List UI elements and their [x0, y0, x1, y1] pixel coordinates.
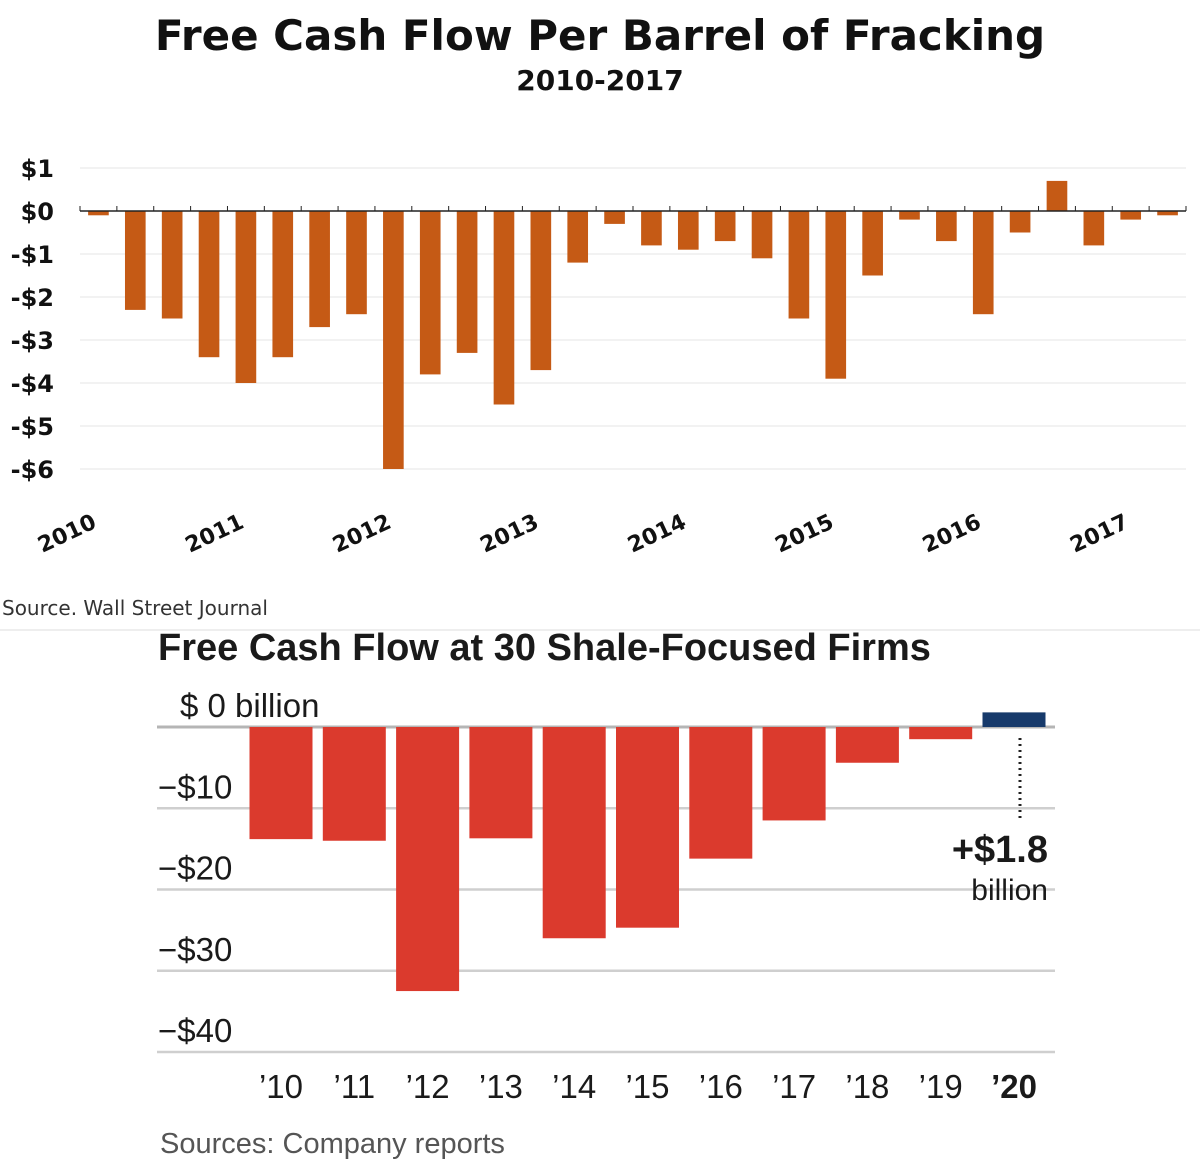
- chart2-title: Free Cash Flow at 30 Shale-Focused Firms: [158, 627, 931, 669]
- chart1-bar: [419, 211, 441, 375]
- chart1-bar: [714, 211, 736, 242]
- chart2-source: Sources: Company reports: [160, 1128, 505, 1160]
- chart2-bar: [689, 727, 753, 859]
- chart1-bar: [567, 211, 589, 263]
- chart1-bar: [899, 211, 920, 220]
- chart1-bar: [604, 211, 625, 224]
- chart2-bar: [249, 727, 313, 840]
- chart1-bar: [235, 211, 257, 383]
- chart1-bar: [456, 211, 478, 353]
- chart1-bar: [493, 211, 515, 405]
- chart1-y-tick-label: -$5: [11, 413, 54, 441]
- chart1-bar: [1009, 211, 1031, 233]
- chart1-bar: [862, 211, 883, 276]
- chart2-bar: [616, 727, 679, 928]
- chart2-annotation-unit: billion: [971, 874, 1048, 907]
- chart-shale-firms: Free Cash Flow at 30 Shale-Focused Firms…: [157, 627, 1055, 1160]
- chart1-bar: [677, 211, 699, 250]
- chart2-x-tick-label: ’14: [552, 1068, 596, 1105]
- chart2-x-tick-label: ’18: [845, 1068, 889, 1105]
- chart1-y-tick-label: -$6: [11, 456, 54, 484]
- chart1-y-ticks: $1 $0 -$1 -$2 -$3 -$4 -$5 -$6: [11, 155, 54, 484]
- chart1-x-tick-label: 2014: [624, 510, 690, 559]
- chart1-bar: [825, 211, 847, 379]
- chart1-bar: [751, 211, 773, 259]
- chart2-x-tick-label: ’16: [699, 1068, 743, 1105]
- chart1-subtitle: 2010-2017: [516, 64, 683, 97]
- chart1-bar: [788, 211, 810, 319]
- chart1-y-tick-label: $0: [21, 198, 54, 226]
- chart1-x-tick-label: 2011: [182, 510, 248, 559]
- chart1-bar: [641, 211, 662, 246]
- chart2-x-tick-label: ’19: [919, 1068, 963, 1105]
- chart1-bar: [309, 211, 330, 328]
- chart1-y-tick-label: -$2: [11, 284, 54, 312]
- chart1-x-tick-label: 2016: [919, 510, 985, 559]
- chart2-x-ticks: ’10 ’11 ’12 ’13 ’14 ’15 ’16 ’17 ’18 ’19 ’20: [259, 1068, 1037, 1105]
- chart2-y-tick-label: $ 0 billion: [180, 687, 319, 724]
- chart1-bar: [383, 211, 404, 469]
- chart1-bar: [530, 211, 552, 371]
- chart1-bar: [88, 211, 109, 216]
- chart2-bar: [322, 727, 386, 841]
- chart2-bar: [909, 727, 973, 740]
- chart1-bar: [936, 211, 957, 242]
- chart1-y-tick-label: -$4: [11, 370, 54, 398]
- chart1-bar: [124, 211, 146, 310]
- chart2-x-tick-label: ’10: [259, 1068, 303, 1105]
- chart1-bar: [161, 211, 183, 319]
- chart2-annotation-value: +$1.8: [952, 829, 1048, 871]
- chart2-bar: [396, 727, 460, 992]
- chart1-bar: [346, 211, 367, 315]
- chart1-bars: [88, 180, 1178, 469]
- chart2-x-tick-label: ’20: [991, 1068, 1037, 1105]
- chart2-y-tick-label: −$20: [158, 850, 232, 887]
- chart2-y-ticks: $ 0 billion −$10 −$20 −$30 −$40: [158, 687, 319, 1049]
- chart1-bar: [198, 211, 220, 358]
- chart1-gridlines: [80, 167, 1186, 470]
- chart2-bars: [249, 712, 1046, 992]
- chart2-bar: [835, 727, 899, 763]
- chart2-bar: [469, 727, 533, 839]
- chart1-y-tick-label: -$3: [11, 327, 54, 355]
- chart1-x-tick-label: 2015: [772, 510, 838, 559]
- chart1-source: Source. Wall Street Journal: [2, 596, 268, 620]
- chart1-bar: [1083, 211, 1105, 246]
- chart2-x-tick-label: ’11: [334, 1068, 376, 1105]
- chart2-bar: [982, 712, 1046, 727]
- chart1-x-tick-label: 2010: [34, 510, 100, 559]
- chart1-bar: [1120, 211, 1142, 220]
- chart2-y-tick-label: −$10: [158, 768, 232, 805]
- chart1-bar: [272, 211, 294, 358]
- chart1-y-tick-label: -$1: [11, 241, 54, 269]
- chart-fracking-per-barrel: Free Cash Flow Per Barrel of Fracking 20…: [2, 11, 1187, 620]
- chart1-x-tick-label: 2012: [329, 510, 395, 559]
- chart1-x-tick-label: 2013: [477, 510, 543, 559]
- chart1-x-ticks: 2010 2011 2012 2013 2014 2015 2016 2017: [34, 510, 1132, 559]
- chart1-y-tick-label: $1: [21, 155, 54, 183]
- chart2-y-tick-label: −$30: [158, 931, 232, 968]
- chart2-bar: [542, 727, 606, 939]
- chart1-bar: [1157, 211, 1178, 216]
- chart2-y-tick-label: −$40: [158, 1012, 232, 1049]
- chart2-x-tick-label: ’15: [625, 1068, 669, 1105]
- chart1-bar: [1046, 180, 1068, 211]
- chart1-zero-axis: [79, 206, 1187, 212]
- chart2-bar: [762, 727, 826, 821]
- chart2-x-tick-label: ’12: [406, 1068, 450, 1105]
- chart1-x-tick-label: 2017: [1066, 510, 1132, 559]
- chart1-bar: [972, 211, 994, 315]
- chart2-x-tick-label: ’17: [772, 1068, 816, 1105]
- chart1-title: Free Cash Flow Per Barrel of Fracking: [155, 11, 1045, 60]
- chart2-x-tick-label: ’13: [479, 1068, 523, 1105]
